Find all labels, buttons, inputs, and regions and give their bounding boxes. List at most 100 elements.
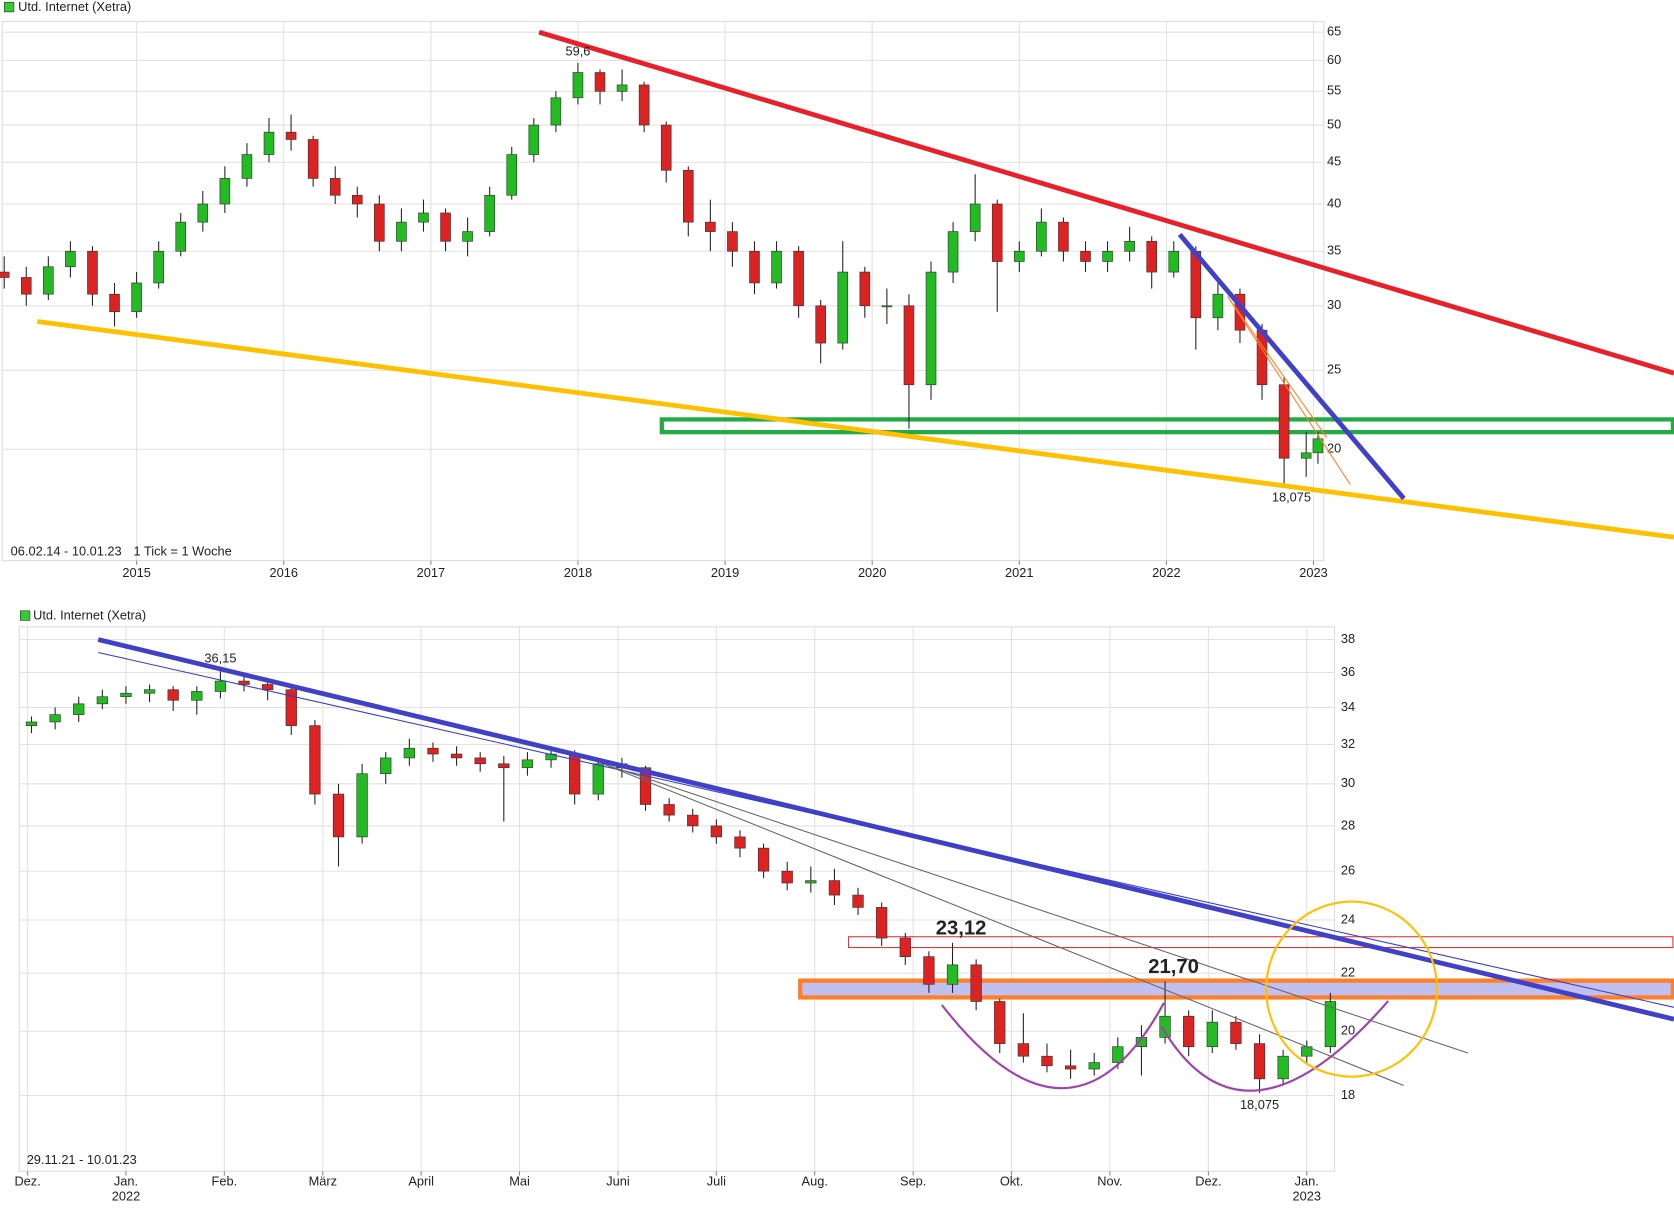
date-range: 29.11.21 - 10.01.23 <box>27 1152 137 1167</box>
candle-body <box>374 203 385 242</box>
x-tick-label: Aug. <box>802 1173 828 1188</box>
trendline <box>98 651 1674 1008</box>
y-tick-label: 25 <box>1327 362 1341 377</box>
candle-body <box>1212 293 1224 319</box>
candle-body <box>380 757 392 775</box>
candle-body <box>805 880 817 884</box>
candle-body <box>852 894 864 908</box>
candle-body <box>1146 240 1157 273</box>
candle-body <box>781 870 793 884</box>
candle-body <box>1230 1021 1242 1044</box>
candle-body <box>65 250 76 268</box>
y-tick-label: 38 <box>1341 631 1355 646</box>
x-tick-label: März <box>309 1173 337 1188</box>
candle-body <box>572 72 584 99</box>
y-tick-label: 60 <box>1327 52 1341 67</box>
candle-body <box>96 696 108 705</box>
candle-body <box>638 84 650 126</box>
band <box>798 978 1674 1000</box>
trendline <box>36 319 1674 540</box>
candle-body <box>734 836 746 849</box>
x-tick-label: Juni <box>606 1173 629 1188</box>
annotation: 59,6 <box>565 44 590 59</box>
candle-body <box>1124 240 1135 252</box>
candle-body <box>828 880 841 896</box>
candle-body <box>1058 221 1069 252</box>
candle-body <box>120 692 132 698</box>
candle-body <box>705 221 716 232</box>
x-tick-label: Mai <box>509 1173 530 1188</box>
candle-body <box>73 703 85 715</box>
y-tick-label: 36 <box>1341 664 1355 679</box>
plot-area <box>18 626 1336 1172</box>
candle-body <box>1168 250 1180 273</box>
candle-body <box>109 293 120 313</box>
x-tick-label: 2018 <box>564 565 592 580</box>
candle-body <box>1036 221 1047 252</box>
y-tick-label: 34 <box>1341 699 1355 714</box>
x-tick-label: Sep. <box>900 1173 926 1188</box>
candle-body <box>837 271 849 344</box>
candle-body <box>592 763 604 795</box>
candle-body <box>191 691 203 701</box>
y-tick-label: 32 <box>1341 736 1355 751</box>
candle-body <box>263 131 275 155</box>
candle-body <box>594 72 606 92</box>
x-tick-label: Feb. <box>212 1173 238 1188</box>
y-tick-label: 20 <box>1341 1023 1355 1038</box>
legend-swatch <box>3 1 15 13</box>
y-tick-label: 45 <box>1327 154 1341 169</box>
annotation: 23,12 <box>936 917 987 939</box>
trendline <box>1227 296 1328 438</box>
trendline <box>97 637 1674 1022</box>
candle-body <box>1080 250 1091 262</box>
candle-body <box>1324 1001 1337 1048</box>
candle-body <box>616 84 628 92</box>
candle-body <box>20 277 32 295</box>
candle-body <box>403 747 415 759</box>
x-tick-label: Dez. <box>14 1173 40 1188</box>
candle-body <box>474 757 486 765</box>
candle-body <box>925 271 937 386</box>
candle-body <box>197 203 209 223</box>
candle-body <box>687 814 699 827</box>
legend-label: Utd. Internet (Xetra) <box>18 0 131 14</box>
y-tick-label: 20 <box>1327 441 1341 456</box>
candle-body <box>440 212 451 242</box>
candle-body <box>969 203 981 232</box>
y-tick-label: 40 <box>1327 195 1341 210</box>
candle-body <box>167 689 179 701</box>
candle-body <box>1102 250 1113 262</box>
candle-body <box>521 759 534 769</box>
y-tick-label: 22 <box>1341 964 1355 979</box>
x-tick-label: Juli <box>707 1173 726 1188</box>
candle-body <box>153 250 164 284</box>
candle-body <box>427 747 439 755</box>
candle-body <box>1112 1046 1124 1063</box>
candle-body <box>462 231 473 242</box>
band <box>848 936 1674 949</box>
legend-swatch <box>19 610 31 621</box>
candle-body <box>757 847 770 872</box>
candle-body <box>1014 250 1025 262</box>
x-tick-label: April <box>408 1173 434 1188</box>
candle-body <box>43 266 54 295</box>
y-tick-label: 55 <box>1327 83 1341 98</box>
candle-body <box>131 282 142 313</box>
candle-body <box>262 684 274 691</box>
candle-body <box>214 680 227 692</box>
x-year-label: 2022 <box>112 1188 140 1203</box>
candle-body <box>1277 1055 1289 1080</box>
x-tick-label: Jan. <box>114 1173 138 1188</box>
y-tick-label: 18 <box>1341 1087 1355 1102</box>
plot-area <box>1 20 1325 562</box>
candle-body <box>1064 1065 1077 1070</box>
candle-body <box>484 194 495 232</box>
x-year-label: 2023 <box>1293 1188 1321 1203</box>
candle-body <box>1300 452 1312 459</box>
candle-body <box>351 194 363 205</box>
y-tick-label: 30 <box>1341 775 1355 790</box>
candle-body <box>309 725 321 795</box>
annotation: 21,70 <box>1148 956 1199 978</box>
